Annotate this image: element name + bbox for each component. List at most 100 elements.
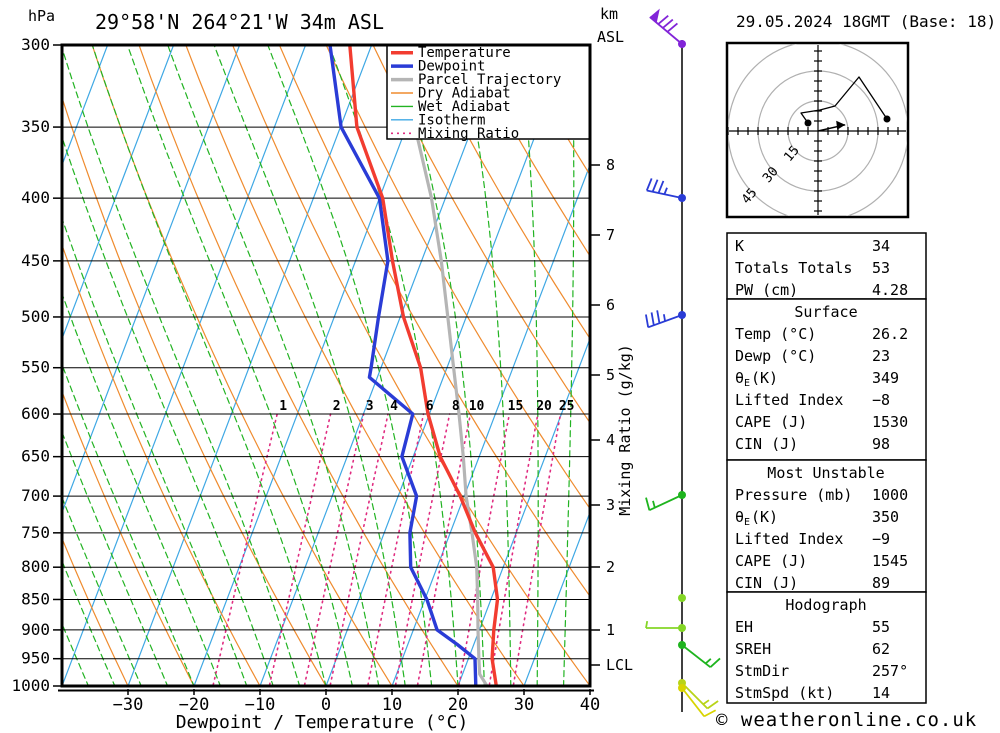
- table-row-label: Lifted Index: [735, 530, 843, 548]
- dewpoint-trace: [328, 45, 478, 686]
- temp-tick-label: −10: [245, 695, 276, 715]
- table-box: [726, 232, 927, 300]
- table-row-label: Lifted Index: [735, 391, 843, 409]
- hodograph-trace-dot: [804, 119, 812, 127]
- station-title: 29°58'N 264°21'W 34m ASL: [95, 10, 384, 34]
- wind-barb-staff: [649, 16, 683, 45]
- wind-barb-full: [657, 180, 665, 194]
- pressure-tick-label: 450: [21, 251, 50, 270]
- mixing-ratio-line: [303, 413, 365, 686]
- dry-adiabat-line: [419, 45, 590, 340]
- wet-adiabat-line: [519, 45, 539, 686]
- table-row-label: CAPE (J): [735, 552, 807, 570]
- wind-barb: [645, 491, 686, 512]
- mixing-ratio-labels: 1 2 3 4 6 8 10 15 20 25: [279, 399, 574, 414]
- pressure-tick-label: 1000: [11, 676, 50, 695]
- km-tick-label: 3: [606, 496, 615, 514]
- table-box: [726, 459, 927, 593]
- table-row-label: StmSpd (kt): [735, 684, 834, 702]
- dry-adiabat-line: [62, 389, 195, 686]
- wind-barb: [645, 178, 686, 202]
- wind-barb: [678, 679, 719, 710]
- wind-barb-full: [650, 312, 655, 326]
- table-row-label: K: [735, 237, 744, 255]
- legend-label: Parcel Trajectory: [418, 72, 561, 88]
- indices-table-most-unstable: Most Unstable Pressure (mb) 1000 θ E (K) 350 L…: [726, 459, 927, 593]
- mixing-ratio-label: 15: [508, 399, 524, 414]
- wind-barb: [645, 620, 686, 632]
- table-row-value: 4.28: [872, 281, 908, 299]
- mixing-ratio-label: 1: [279, 399, 287, 414]
- table-row-label: StmDir: [735, 662, 789, 680]
- isotherms: [62, 45, 590, 686]
- isotherm-line: [62, 45, 175, 341]
- table-theta-sub: E: [744, 378, 750, 389]
- mixing-ratio-line: [366, 413, 425, 686]
- wet-adiabat-line: [460, 45, 512, 686]
- asl-axis-label: ASL: [597, 28, 624, 46]
- dry-adiabat-line: [325, 45, 590, 510]
- table-row-label: CAPE (J): [735, 413, 807, 431]
- dry-adiabat-line: [278, 45, 590, 598]
- datetime-label: 29.05.2024 18GMT (Base: 18): [736, 12, 996, 31]
- table-row-value: 1545: [872, 552, 908, 570]
- table-row-label: PW (cm): [735, 281, 798, 299]
- wind-barb-full: [666, 22, 678, 33]
- mixing-ratio-label: 6: [426, 399, 434, 414]
- table-row-value: 55: [872, 618, 890, 636]
- temperature-trace: [348, 45, 500, 686]
- indices-table-hodograph: Hodograph EH 55 SREH 62 StmDir 257° StmSpd (kt)…: [726, 591, 927, 704]
- pressure-tick-label: 500: [21, 307, 50, 326]
- km-tick-label: 5: [606, 366, 615, 384]
- temp-tick-label: 30: [514, 695, 534, 715]
- legend-label: Dry Adiabat: [418, 86, 511, 102]
- wind-barb-staff: [646, 189, 683, 199]
- km-tick-label: 7: [606, 226, 615, 244]
- wind-barb: [678, 641, 721, 668]
- pressure-tick-label: 350: [21, 117, 50, 136]
- wet-adiabats: [62, 45, 590, 686]
- wind-barb-full: [651, 179, 659, 193]
- km-tick-label: 2: [606, 558, 615, 576]
- table-row-value: 62: [872, 640, 890, 658]
- legend-box: [386, 44, 591, 140]
- wind-barb-full: [706, 700, 719, 710]
- pressure-tick-label: 600: [21, 404, 50, 423]
- table-title: Surface: [794, 303, 857, 321]
- wind-barb-column: [645, 8, 721, 718]
- wind-barb-dot: [678, 594, 686, 602]
- wet-adiabat-line: [562, 45, 575, 686]
- lcl-label: LCL: [606, 656, 633, 674]
- temp-tick-label: 20: [448, 695, 468, 715]
- km-tick-label: 1: [606, 621, 615, 639]
- wind-barb: [649, 8, 686, 48]
- legend-label: Dewpoint: [418, 59, 485, 75]
- wet-adiabat-line: [62, 559, 116, 686]
- table-row-label: CIN (J): [735, 435, 798, 453]
- mixing-ratio-line: [212, 413, 279, 686]
- mixing-ratio-label: 8: [452, 399, 460, 414]
- legend-label: Wet Adiabat: [418, 99, 511, 115]
- hodograph-trace: [800, 76, 888, 124]
- dry-adiabat-line: [185, 45, 525, 686]
- skewt-plot-area: 1 2 3 4 6 8 10 15 20 25TemperatureDewpointParcel …: [11, 35, 615, 715]
- hodograph-trace-dot: [883, 115, 891, 123]
- pressure-tick-label: 300: [21, 35, 50, 54]
- dry-adiabat-line: [465, 45, 590, 258]
- table-row-label: CIN (J): [735, 574, 798, 592]
- dry-adiabat-line: [62, 95, 327, 686]
- table-row-label: SREH: [735, 640, 771, 658]
- dry-adiabat-line: [372, 45, 590, 424]
- plot-clip-group: [62, 45, 590, 686]
- indices-table-surface: Surface Temp (°C) 26.2 Dewp (°C) 23 θ E (K) 349 L…: [726, 298, 927, 461]
- table-row-value: 53: [872, 259, 890, 277]
- temp-tick-label: 40: [580, 695, 600, 715]
- legend-label: Isotherm: [418, 112, 485, 128]
- wet-adiabat-line: [589, 672, 590, 686]
- wind-barb-full: [645, 178, 653, 191]
- table-row-value: 257°: [872, 662, 908, 680]
- km-axis-label: km: [600, 5, 618, 23]
